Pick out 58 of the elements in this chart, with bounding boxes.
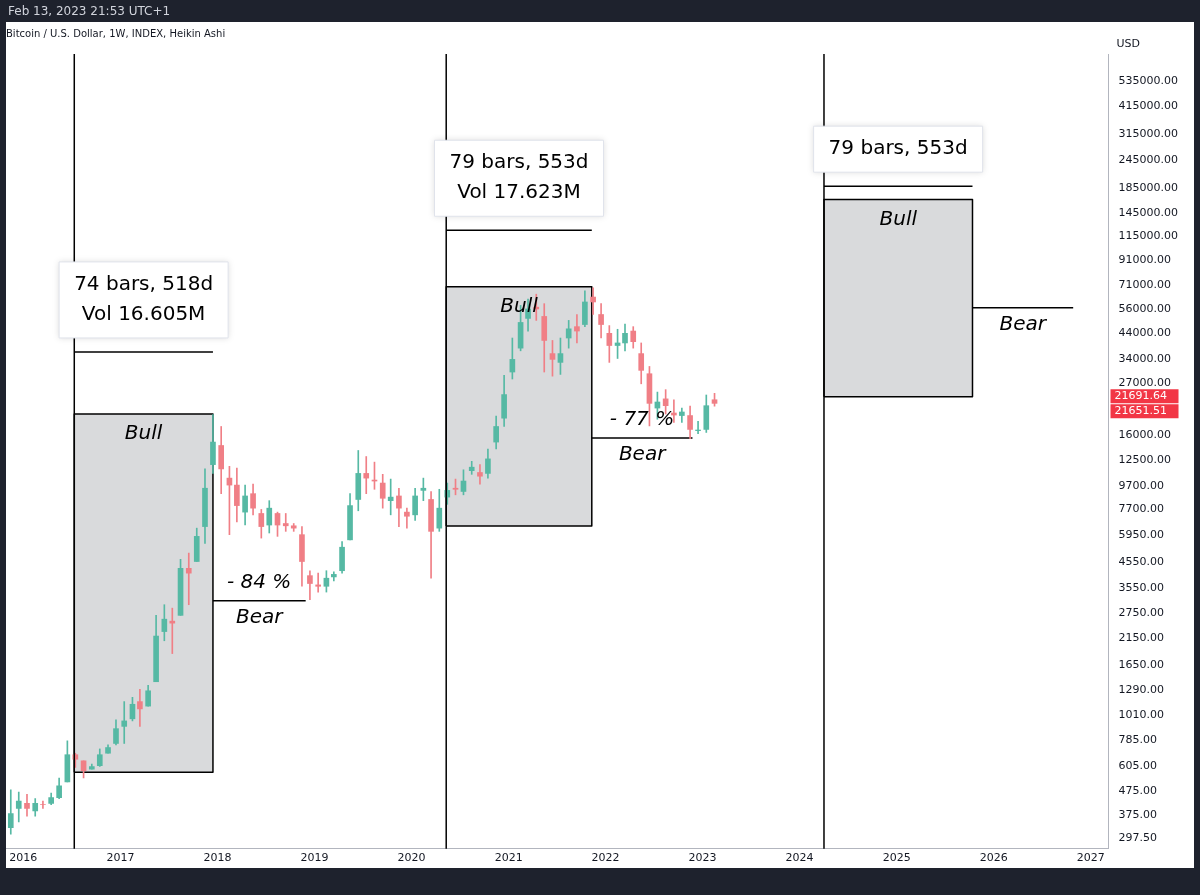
series-label: Bear <box>999 310 1048 335</box>
y-axis-title: USD <box>1116 36 1141 50</box>
y-tick-label: 375.00 <box>1118 807 1158 821</box>
x-tick-label: 2018 <box>203 851 232 865</box>
y-tick-label: 475.00 <box>1118 783 1158 797</box>
y-tick-label: 2150.00 <box>1118 631 1165 645</box>
x-tick-label: 2016 <box>9 851 38 865</box>
y-tick-label: 27000.00 <box>1118 375 1172 389</box>
y-tick-label: 2750.00 <box>1118 606 1165 620</box>
y-tick-label: 7700.00 <box>1118 502 1165 516</box>
y-tick-label: 297.50 <box>1118 831 1158 845</box>
chart-title: Bitcoin / U.S. Dollar, 1W, INDEX, Heikin Ashi <box>6 27 226 39</box>
x-tick-label: 2021 <box>494 851 523 865</box>
x-tick-label: 2019 <box>300 851 329 865</box>
x-tick-label: 2022 <box>591 851 620 865</box>
text: 21691.64 <box>1114 389 1168 403</box>
y-tick-label: 44000.00 <box>1118 326 1172 340</box>
y-tick-label: 91000.00 <box>1118 252 1172 266</box>
annotation: 79 bars, 553d Vol 17.623M <box>449 149 589 204</box>
x-tick-label: 2020 <box>397 851 426 865</box>
y-tick-label: 71000.00 <box>1118 277 1172 291</box>
y-tick-label: 16000.00 <box>1118 428 1172 442</box>
y-tick-label: 1650.00 <box>1118 657 1165 671</box>
y-tick-label: 4550.00 <box>1118 555 1165 569</box>
y-tick-label: 12500.00 <box>1118 453 1172 467</box>
annotation: 74 bars, 518d Vol 16.605M <box>74 271 214 326</box>
y-tick-label: 1010.00 <box>1118 707 1165 721</box>
y-tick-label: 1290.00 <box>1118 682 1165 696</box>
y-tick-label: 3550.00 <box>1118 580 1165 594</box>
x-tick-label: 2023 <box>688 851 717 865</box>
series-label: Bull <box>879 205 918 230</box>
y-tick-label: 56000.00 <box>1118 301 1172 315</box>
chart-subtitle: Feb 13, 2023 21:53 UTC+1 <box>7 3 172 20</box>
annotation: - 84 % <box>226 569 292 594</box>
y-tick-label: 115000.00 <box>1118 229 1179 243</box>
x-tick-label: 2025 <box>882 851 911 865</box>
y-tick-label: 5950.00 <box>1118 528 1165 542</box>
y-tick-label: 185000.00 <box>1118 181 1179 195</box>
annotation: - 77 % <box>609 406 675 431</box>
x-tick-label: 2017 <box>106 851 135 865</box>
y-tick-label: 415000.00 <box>1118 99 1179 113</box>
x-tick-label: 2026 <box>979 851 1008 865</box>
y-tick-label: 34000.00 <box>1118 352 1172 366</box>
y-tick-label: 245000.00 <box>1118 152 1179 166</box>
y-tick-label: 9700.00 <box>1118 478 1165 492</box>
y-tick-label: 605.00 <box>1118 759 1158 773</box>
x-tick-label: 2027 <box>1076 851 1105 865</box>
y-tick-label: 535000.00 <box>1118 73 1179 87</box>
annotation: 79 bars, 553d <box>828 135 968 160</box>
series-label: Bull <box>124 420 163 445</box>
y-tick-label: 145000.00 <box>1118 205 1179 219</box>
series-label: Bear <box>618 441 668 466</box>
series-label: Bear <box>236 604 285 629</box>
y-tick-label: 315000.00 <box>1118 127 1179 141</box>
series-label: Bull <box>500 293 539 318</box>
text: 21651.51 <box>1114 404 1168 418</box>
x-tick-label: 2024 <box>785 851 814 865</box>
y-tick-label: 785.00 <box>1118 733 1158 747</box>
